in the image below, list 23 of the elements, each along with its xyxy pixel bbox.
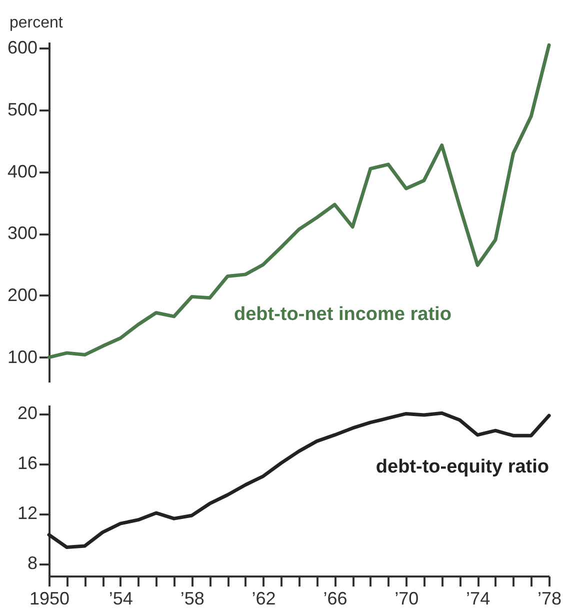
x-tick-label: ’62 — [252, 588, 276, 608]
series-label: debt-to-net income ratio — [234, 304, 452, 325]
x-tick-label: ’78 — [537, 588, 562, 608]
x-tick-label: ’66 — [323, 588, 348, 608]
y-tick-label: 12 — [17, 503, 38, 524]
x-tick-label: ’58 — [180, 588, 204, 608]
y-tick-label: 500 — [7, 100, 38, 120]
y-axis-title: percent — [10, 14, 64, 32]
y-tick-label: 20 — [17, 403, 38, 424]
y-tick-label: 400 — [7, 161, 38, 182]
line-series — [47, 43, 551, 360]
line-series — [47, 411, 551, 550]
y-tick-label: 200 — [7, 284, 38, 305]
x-tick-label: ’74 — [466, 588, 490, 608]
y-tick-label: 16 — [17, 453, 38, 474]
series-label: debt-to-equity ratio — [376, 456, 549, 478]
x-tick-label: ’54 — [108, 588, 133, 608]
y-tick-label: 8 — [27, 553, 38, 574]
y-tick-label: 300 — [7, 223, 38, 244]
x-tick-label: 1950 — [29, 588, 70, 608]
y-tick-label: 600 — [7, 38, 38, 58]
x-tick-label: ’70 — [394, 588, 419, 608]
y-tick-label: 100 — [7, 346, 38, 367]
